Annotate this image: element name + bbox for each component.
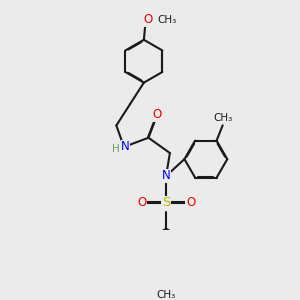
Text: N: N	[162, 169, 170, 182]
Text: O: O	[137, 196, 146, 209]
Text: CH₃: CH₃	[213, 112, 232, 123]
Text: O: O	[186, 196, 195, 209]
Text: S: S	[162, 196, 170, 209]
Text: CH₃: CH₃	[158, 15, 177, 25]
Text: H: H	[112, 144, 120, 154]
Text: O: O	[143, 14, 152, 26]
Text: N: N	[121, 140, 130, 153]
Text: CH₃: CH₃	[156, 290, 176, 300]
Text: O: O	[152, 108, 161, 121]
